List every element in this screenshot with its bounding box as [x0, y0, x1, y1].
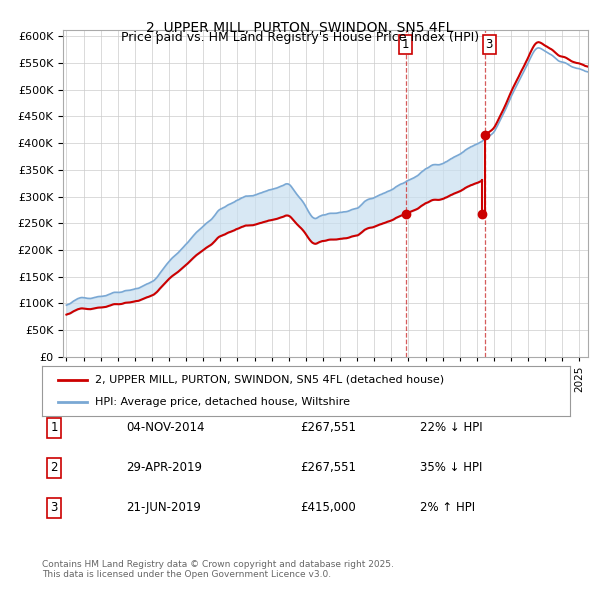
Text: £267,551: £267,551 — [300, 461, 356, 474]
Text: 2% ↑ HPI: 2% ↑ HPI — [420, 502, 475, 514]
Text: Price paid vs. HM Land Registry's House Price Index (HPI): Price paid vs. HM Land Registry's House … — [121, 31, 479, 44]
Text: 21-JUN-2019: 21-JUN-2019 — [126, 502, 201, 514]
Text: Contains HM Land Registry data © Crown copyright and database right 2025.
This d: Contains HM Land Registry data © Crown c… — [42, 560, 394, 579]
Text: £415,000: £415,000 — [300, 502, 356, 514]
Text: 2, UPPER MILL, PURTON, SWINDON, SN5 4FL: 2, UPPER MILL, PURTON, SWINDON, SN5 4FL — [146, 21, 454, 35]
Text: 1: 1 — [402, 38, 409, 51]
Text: 2, UPPER MILL, PURTON, SWINDON, SN5 4FL (detached house): 2, UPPER MILL, PURTON, SWINDON, SN5 4FL … — [95, 375, 444, 385]
Text: £267,551: £267,551 — [300, 421, 356, 434]
Text: HPI: Average price, detached house, Wiltshire: HPI: Average price, detached house, Wilt… — [95, 397, 350, 407]
Text: 22% ↓ HPI: 22% ↓ HPI — [420, 421, 482, 434]
Text: 35% ↓ HPI: 35% ↓ HPI — [420, 461, 482, 474]
Text: 1: 1 — [50, 421, 58, 434]
Text: 2: 2 — [50, 461, 58, 474]
Text: 3: 3 — [50, 502, 58, 514]
Text: 3: 3 — [485, 38, 493, 51]
Text: 04-NOV-2014: 04-NOV-2014 — [126, 421, 205, 434]
Text: 29-APR-2019: 29-APR-2019 — [126, 461, 202, 474]
